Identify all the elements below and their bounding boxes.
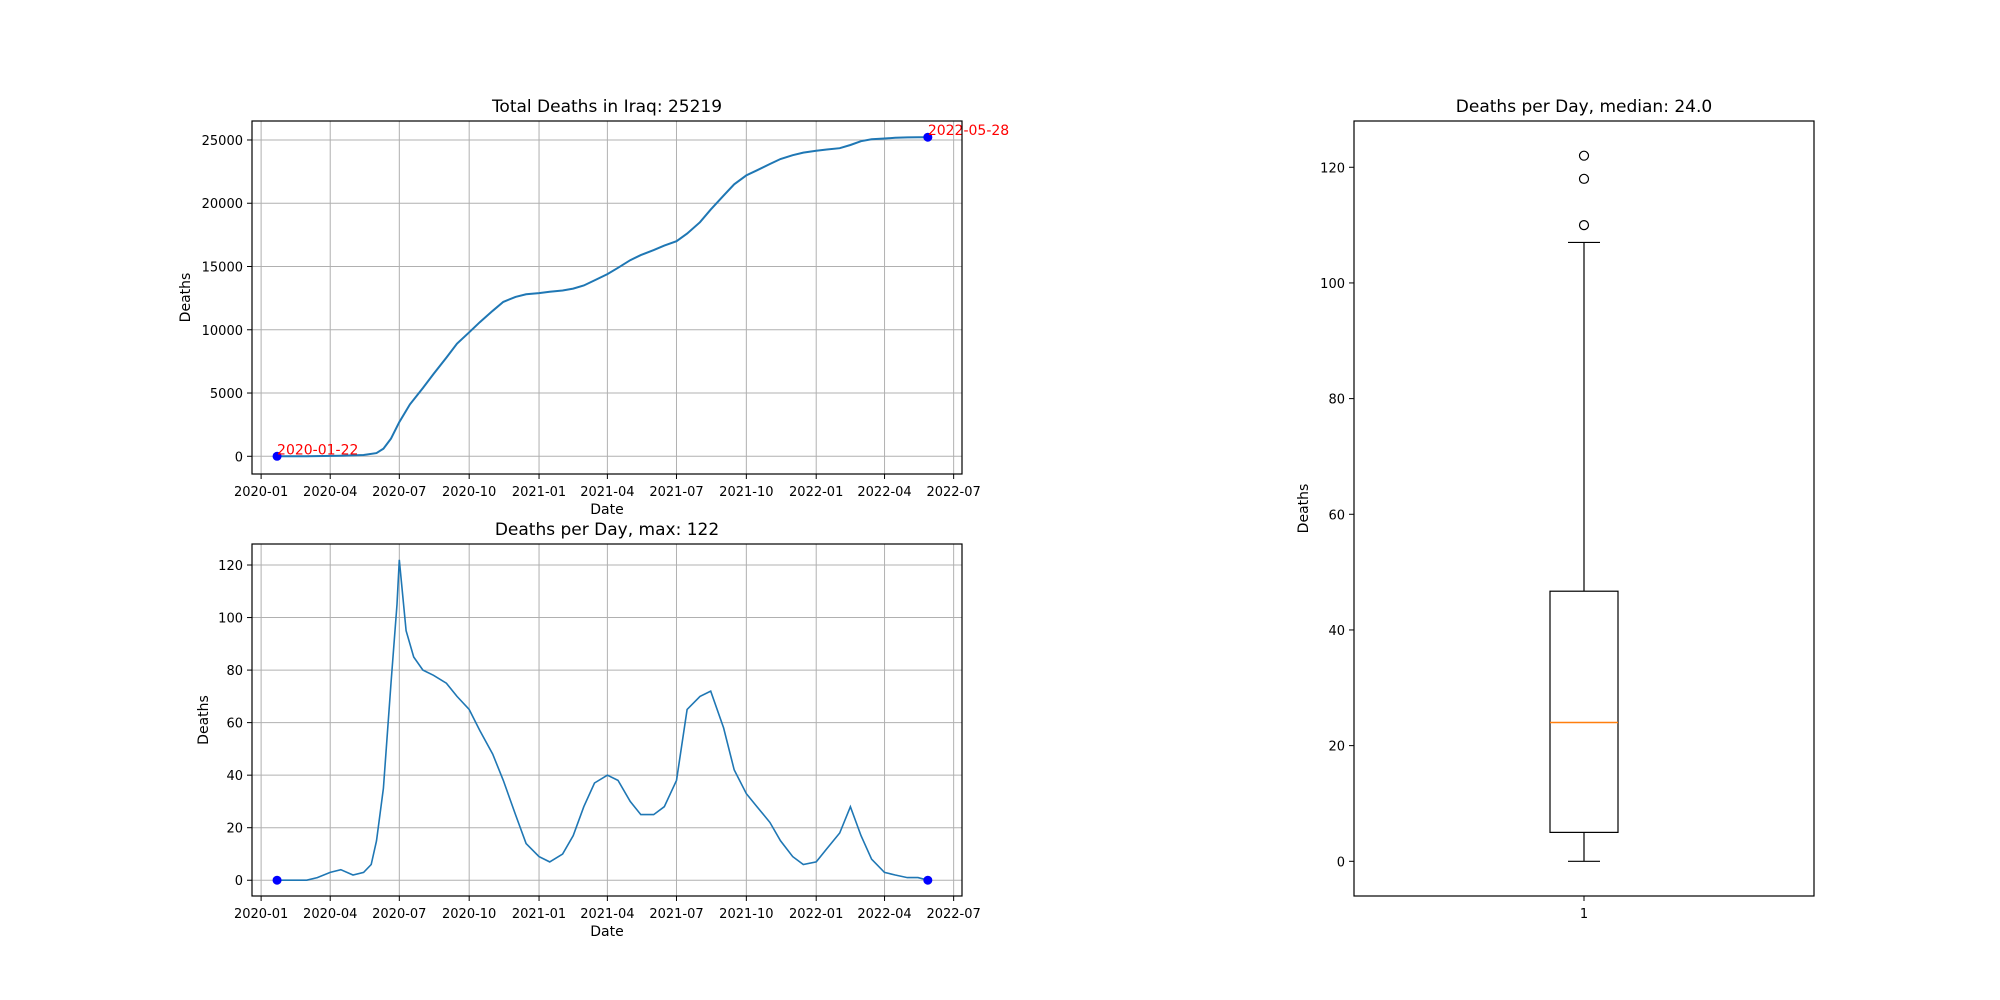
y-tick-label: 40 bbox=[1328, 624, 1345, 639]
y-tick-label: 120 bbox=[1320, 161, 1345, 176]
x-tick-label: 2022-07 bbox=[926, 485, 980, 500]
outlier-point bbox=[1578, 220, 1590, 231]
x-tick-label: 2020-10 bbox=[442, 907, 496, 922]
daily-deaths-chart: 2020-01 2020-04 2020-07 2020-10 2021-01 2021-… bbox=[196, 520, 981, 940]
y-tick-label: 60 bbox=[1328, 508, 1345, 523]
x-tick-label: 2020-07 bbox=[372, 485, 426, 500]
y-tick-label: 20 bbox=[226, 822, 243, 837]
total-deaths-chart: 2020-01-22 2022-05-28 2020-01 2020-04 2020-… bbox=[178, 97, 1009, 518]
y-tick-label: 25000 bbox=[202, 134, 243, 149]
y-tick-label: 80 bbox=[226, 664, 243, 679]
x-tick-label: 2020-07 bbox=[372, 907, 426, 922]
daily-deaths-line bbox=[277, 559, 929, 881]
outlier-point bbox=[1578, 173, 1590, 184]
x-tick-label: 1 bbox=[1580, 907, 1588, 922]
y-tick-label: 80 bbox=[1328, 393, 1345, 408]
x-axis-label: Date bbox=[590, 502, 623, 518]
y-tick-label: 120 bbox=[218, 559, 243, 574]
y-tick-label: 100 bbox=[218, 612, 243, 627]
x-axis-label: Date bbox=[590, 924, 623, 940]
chart-title: Total Deaths in Iraq: 25219 bbox=[491, 97, 722, 117]
y-tick-label: 0 bbox=[1337, 855, 1345, 870]
y-axis-label: Deaths bbox=[178, 273, 194, 323]
y-tick-label: 20000 bbox=[202, 197, 243, 212]
endpoint-marker bbox=[923, 875, 933, 885]
x-tick-label: 2022-04 bbox=[857, 907, 911, 922]
y-tick-label: 20 bbox=[1328, 740, 1345, 755]
y-tick-label: 0 bbox=[235, 450, 243, 465]
x-tick-label: 2021-04 bbox=[580, 907, 634, 922]
x-tick-label: 2021-07 bbox=[649, 485, 703, 500]
x-tick-label: 2021-07 bbox=[649, 907, 703, 922]
y-tick-label: 40 bbox=[226, 769, 243, 784]
endpoint-marker bbox=[923, 132, 933, 142]
x-tick-label: 2021-01 bbox=[512, 485, 566, 500]
y-axis-label: Deaths bbox=[1296, 484, 1312, 534]
y-tick-label: 100 bbox=[1320, 277, 1345, 292]
date-annotation: 2022-05-28 bbox=[928, 123, 1009, 139]
x-tick-label: 2022-01 bbox=[789, 907, 843, 922]
total-deaths-line bbox=[277, 136, 928, 458]
x-tick-label: 2022-04 bbox=[857, 485, 911, 500]
x-tick-label: 2020-04 bbox=[303, 485, 357, 500]
x-tick-label: 2022-07 bbox=[926, 907, 980, 922]
chart-title: Deaths per Day, max: 122 bbox=[495, 520, 719, 540]
x-tick-label: 2021-10 bbox=[719, 907, 773, 922]
iqr-box bbox=[1549, 590, 1619, 833]
x-tick-label: 2020-01 bbox=[234, 907, 288, 922]
outlier-point bbox=[1578, 150, 1590, 161]
y-tick-label: 10000 bbox=[202, 324, 243, 339]
date-annotation: 2020-01-22 bbox=[277, 442, 358, 458]
endpoint-marker bbox=[272, 875, 282, 885]
x-tick-label: 2021-04 bbox=[580, 485, 634, 500]
y-axis-label: Deaths bbox=[196, 695, 212, 745]
y-tick-label: 0 bbox=[235, 874, 243, 889]
x-tick-label: 2020-10 bbox=[442, 485, 496, 500]
x-tick-label: 2021-01 bbox=[512, 907, 566, 922]
x-tick-label: 2021-10 bbox=[719, 485, 773, 500]
y-tick-label: 60 bbox=[226, 717, 243, 732]
x-tick-label: 2020-01 bbox=[234, 485, 288, 500]
y-tick-label: 5000 bbox=[210, 387, 243, 402]
x-tick-label: 2020-04 bbox=[303, 907, 357, 922]
deaths-boxplot-chart: 0 20 40 60 80 100 120 1 Deaths per Day, median:… bbox=[1296, 97, 1815, 922]
x-tick-label: 2022-01 bbox=[789, 485, 843, 500]
y-tick-label: 15000 bbox=[202, 261, 243, 276]
endpoint-marker bbox=[272, 451, 282, 461]
chart-title: Deaths per Day, median: 24.0 bbox=[1456, 97, 1712, 117]
